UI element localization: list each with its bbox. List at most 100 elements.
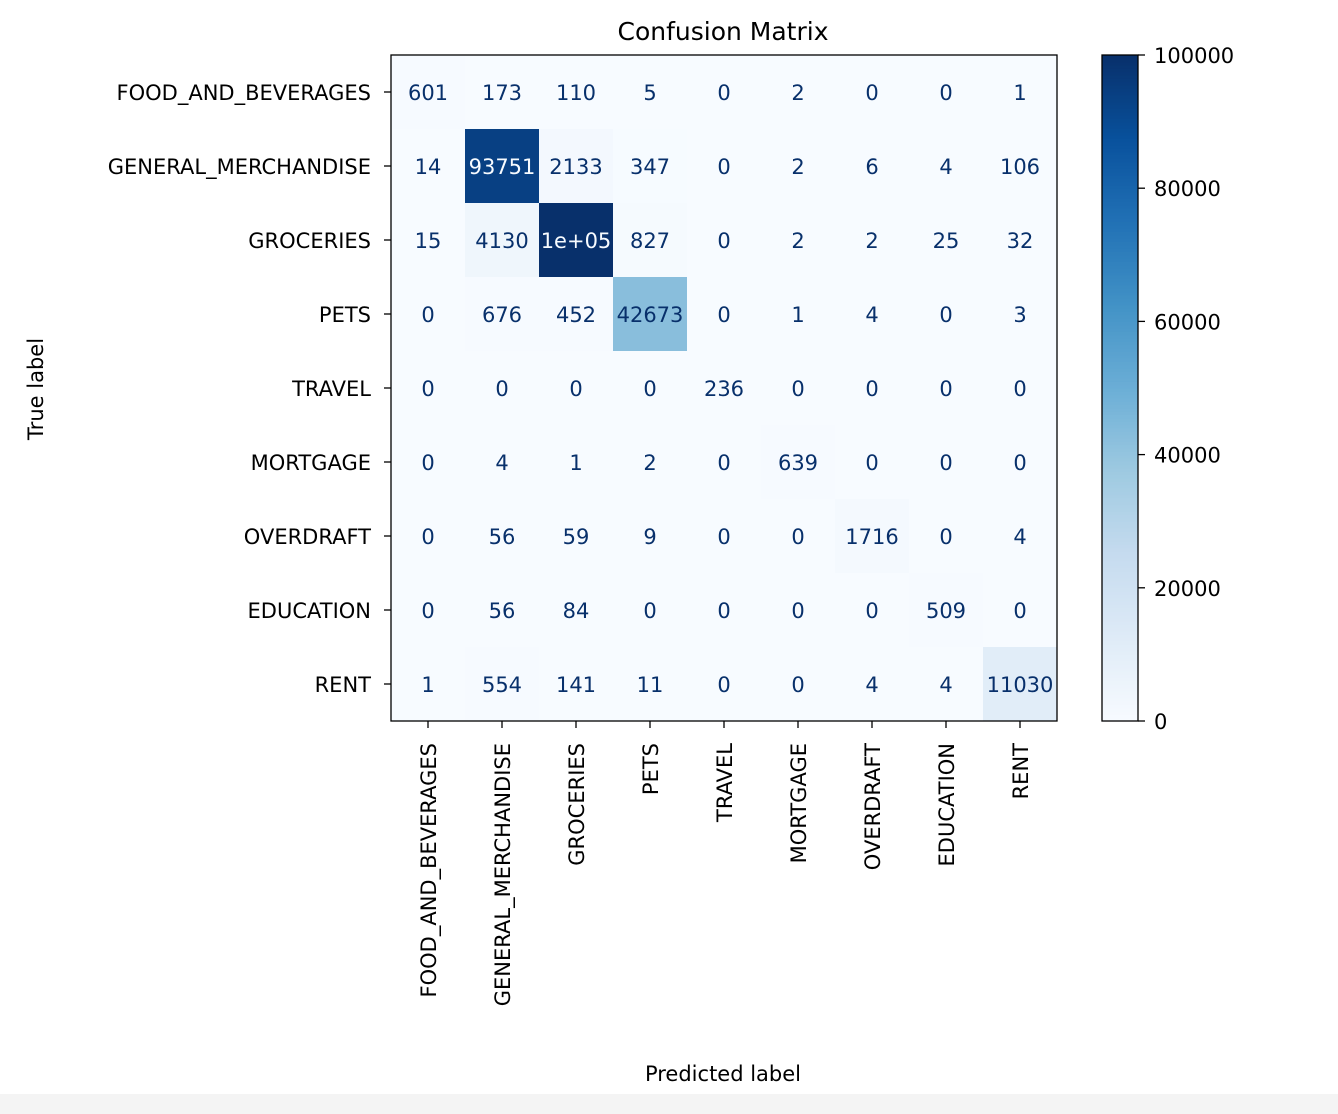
- colorbar-segment: [1102, 554, 1138, 559]
- colorbar-segment: [1102, 381, 1138, 386]
- cell-value-label: 827: [630, 229, 670, 253]
- heatmap-cell: [909, 647, 984, 722]
- colorbar-segment: [1102, 141, 1138, 146]
- colorbar-segment: [1102, 514, 1138, 519]
- colorbar-segment: [1102, 447, 1138, 452]
- y-tick-label: FOOD_AND_BEVERAGES: [117, 81, 371, 106]
- colorbar-segment: [1102, 251, 1138, 256]
- colorbar-segment: [1102, 308, 1138, 313]
- colorbar-segment: [1102, 254, 1138, 259]
- heatmap-cell: [539, 499, 614, 574]
- cell-value-label: 0: [569, 377, 582, 401]
- colorbar-segment: [1102, 238, 1138, 243]
- colorbar-segment: [1102, 391, 1138, 396]
- colorbar-segment: [1102, 591, 1138, 596]
- heatmap-cell: [465, 129, 540, 204]
- heatmap-cell: [835, 203, 910, 278]
- colorbar-segment: [1102, 211, 1138, 216]
- colorbar-segment: [1102, 204, 1138, 209]
- colorbar-segment: [1102, 258, 1138, 263]
- colorbar-segment: [1102, 587, 1138, 592]
- colorbar-segment: [1102, 624, 1138, 629]
- colorbar-segment: [1102, 481, 1138, 486]
- colorbar-segment: [1102, 561, 1138, 566]
- colorbar-segment: [1102, 671, 1138, 675]
- cell-value-label: 236: [704, 377, 744, 401]
- colorbar-segment: [1102, 234, 1138, 239]
- heatmap-cell: [761, 277, 836, 352]
- colorbar-segment: [1102, 654, 1138, 659]
- chart-title: Confusion Matrix: [617, 17, 828, 46]
- colorbar-segment: [1102, 681, 1138, 685]
- cell-value-label: 4: [865, 303, 878, 327]
- heatmap-cell: [391, 647, 466, 722]
- heatmap-cell: [539, 55, 614, 130]
- cell-value-label: 14: [415, 155, 442, 179]
- colorbar-segment: [1102, 501, 1138, 506]
- colorbar-tick-label: 40000: [1154, 444, 1221, 468]
- cell-value-label: 0: [643, 599, 656, 623]
- y-tick-label: OVERDRAFT: [244, 525, 371, 549]
- heatmap-cell: [613, 425, 688, 500]
- colorbar-segment: [1102, 388, 1138, 392]
- heatmap-cell: [539, 129, 614, 204]
- colorbar-segment: [1102, 394, 1138, 399]
- cell-value-label: 639: [778, 451, 818, 475]
- cell-value-label: 0: [939, 81, 952, 105]
- heatmap-cell: [465, 351, 540, 426]
- colorbar-segment: [1102, 181, 1138, 186]
- cell-value-label: 1716: [845, 525, 898, 549]
- colorbar-segment: [1102, 471, 1138, 476]
- colorbar-segment: [1102, 494, 1138, 499]
- heatmap-cell: [835, 499, 910, 574]
- colorbar-segment: [1102, 118, 1138, 123]
- heatmap-cell: [465, 573, 540, 648]
- heatmap-cell: [613, 499, 688, 574]
- colorbar-segment: [1102, 364, 1138, 369]
- colorbar-segment: [1102, 374, 1138, 379]
- colorbar-segment: [1102, 531, 1138, 536]
- cell-value-label: 0: [717, 81, 730, 105]
- colorbar-segment: [1102, 697, 1138, 702]
- colorbar-segment: [1102, 368, 1138, 372]
- cell-value-label: 0: [791, 673, 804, 697]
- colorbar-segment: [1102, 711, 1138, 715]
- cell-value-label: 1: [1013, 81, 1026, 105]
- heatmap-cell: [465, 277, 540, 352]
- heatmap-cell: [761, 129, 836, 204]
- cell-value-label: 452: [556, 303, 596, 327]
- cell-value-label: 1: [421, 673, 434, 697]
- colorbar-segment: [1102, 168, 1138, 173]
- colorbar-segment: [1102, 674, 1138, 679]
- colorbar-tick-label: 0: [1154, 710, 1167, 734]
- cell-value-label: 0: [791, 377, 804, 401]
- cell-value-label: 0: [717, 155, 730, 179]
- colorbar-segment: [1102, 171, 1138, 176]
- colorbar-segment: [1102, 637, 1138, 642]
- heatmap-cell: [539, 425, 614, 500]
- colorbar-segment: [1102, 311, 1138, 316]
- cell-value-label: 5: [643, 81, 656, 105]
- colorbar-segment: [1102, 597, 1138, 602]
- colorbar-segment: [1102, 208, 1138, 213]
- heatmap-cell: [761, 573, 836, 648]
- colorbar: 0 20000 40000 60000 80000 100000: [1101, 44, 1234, 734]
- colorbar-segment: [1102, 271, 1138, 276]
- colorbar-segment: [1102, 274, 1138, 279]
- heatmap-cell: [835, 425, 910, 500]
- colorbar-segment: [1102, 484, 1138, 489]
- heatmap-cell: [761, 351, 836, 426]
- cell-value-label: 0: [939, 377, 952, 401]
- heatmap-cell: [465, 647, 540, 722]
- colorbar-segment: [1102, 661, 1138, 665]
- colorbar-segment: [1102, 687, 1138, 692]
- colorbar-segment: [1102, 361, 1138, 366]
- cell-value-label: 4: [865, 673, 878, 697]
- colorbar-segment: [1102, 201, 1138, 206]
- colorbar-segment: [1102, 324, 1138, 329]
- colorbar-segment: [1102, 278, 1138, 283]
- cell-value-label: 0: [791, 599, 804, 623]
- colorbar-segment: [1102, 594, 1138, 599]
- colorbar-segment: [1102, 544, 1138, 549]
